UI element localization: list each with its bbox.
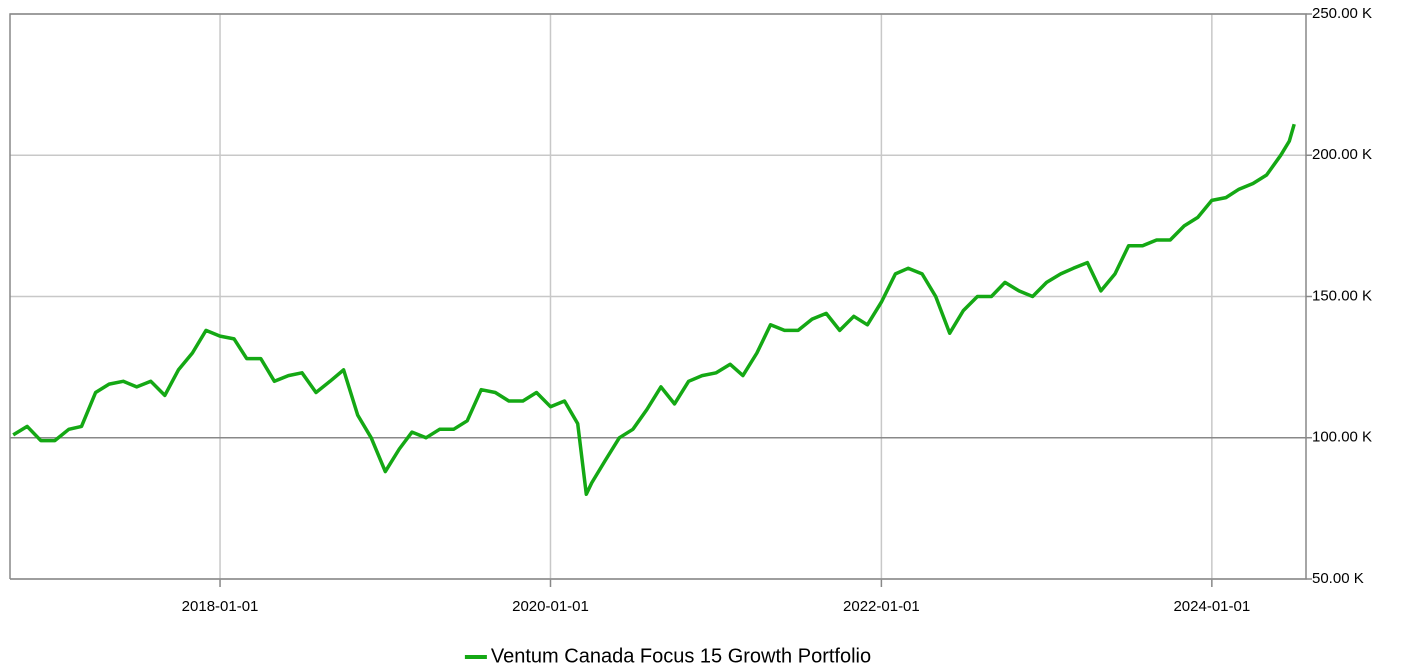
y-tick-label: 50.00 K: [1312, 570, 1364, 587]
y-tick-label: 150.00 K: [1312, 287, 1372, 304]
x-tick-label: 2018-01-01: [182, 598, 259, 615]
legend-label: Ventum Canada Focus 15 Growth Portfolio: [491, 645, 871, 667]
y-tick-label: 250.00 K: [1312, 5, 1372, 22]
plot-frame: [9, 13, 1307, 580]
y-tick-label: 100.00 K: [1312, 429, 1372, 446]
x-tick-label: 2024-01-01: [1173, 598, 1250, 615]
y-tick-label: 200.00 K: [1312, 146, 1372, 163]
series-line: [12, 123, 1296, 497]
x-tick-label: 2022-01-01: [843, 598, 920, 615]
x-tick-label: 2020-01-01: [512, 598, 589, 615]
